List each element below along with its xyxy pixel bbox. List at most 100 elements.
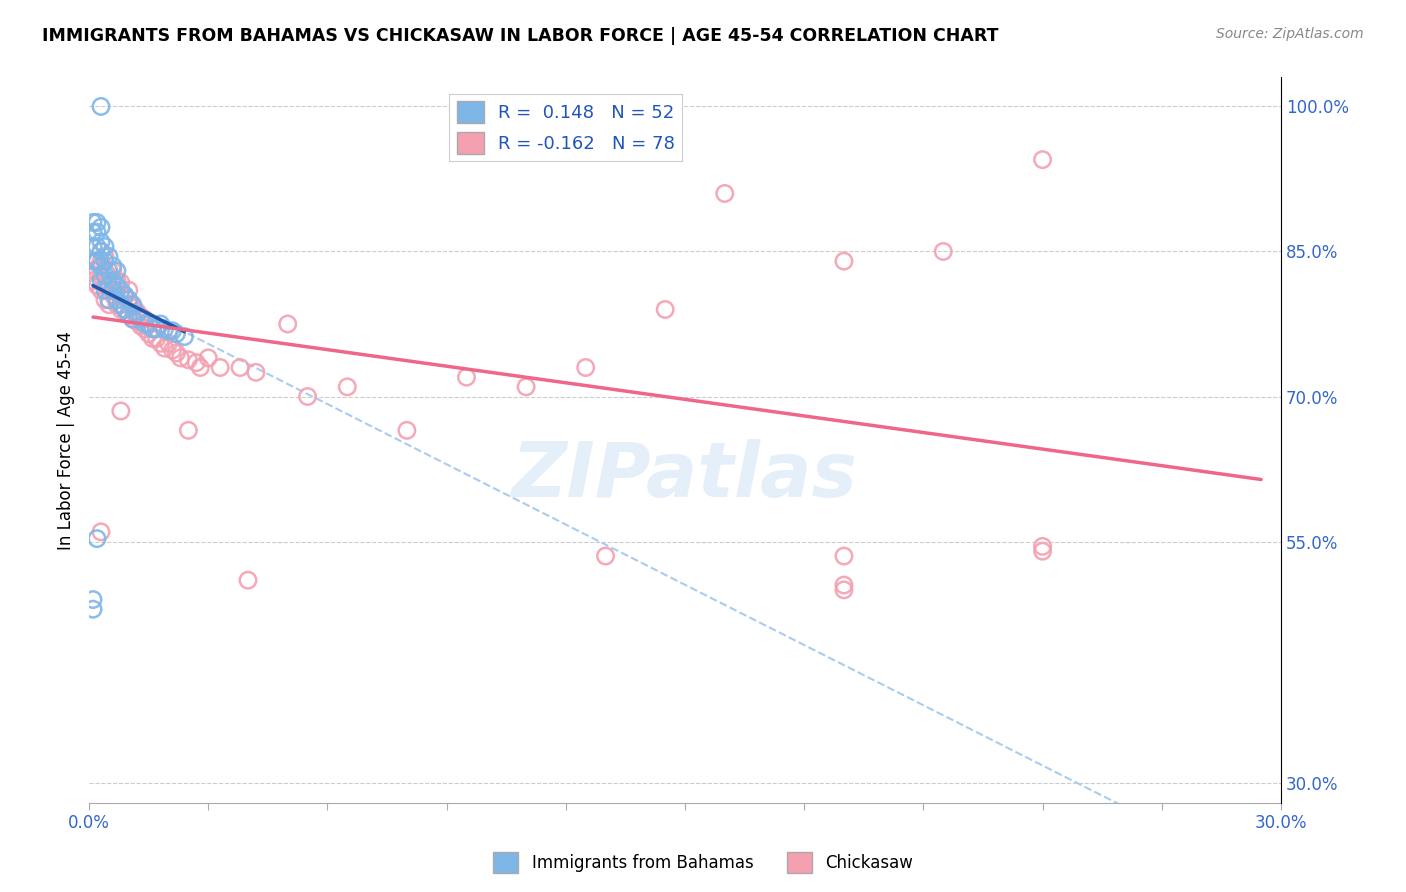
Point bbox=[153, 322, 176, 336]
Point bbox=[82, 592, 104, 607]
Point bbox=[162, 324, 184, 338]
Point bbox=[90, 99, 112, 113]
Point bbox=[105, 298, 128, 312]
Point bbox=[145, 322, 167, 336]
Point bbox=[125, 314, 148, 328]
Point bbox=[932, 244, 955, 259]
Point bbox=[1032, 544, 1054, 558]
Point bbox=[86, 264, 108, 278]
Point bbox=[595, 549, 617, 563]
Point bbox=[82, 225, 104, 239]
Point bbox=[297, 390, 319, 404]
Point bbox=[166, 326, 188, 341]
Point bbox=[90, 220, 112, 235]
Point bbox=[101, 273, 124, 287]
Point bbox=[142, 331, 165, 345]
Point bbox=[197, 351, 219, 365]
Point bbox=[456, 370, 478, 384]
Point bbox=[94, 264, 117, 278]
Point bbox=[125, 304, 148, 318]
Point bbox=[153, 341, 176, 355]
Point bbox=[118, 283, 141, 297]
Point bbox=[129, 312, 152, 326]
Point bbox=[97, 293, 120, 307]
Point bbox=[134, 312, 156, 326]
Text: ZIPatlas: ZIPatlas bbox=[512, 439, 858, 513]
Point bbox=[94, 249, 117, 263]
Point bbox=[101, 259, 124, 273]
Point bbox=[832, 582, 855, 597]
Point bbox=[86, 278, 108, 293]
Point bbox=[101, 264, 124, 278]
Text: IMMIGRANTS FROM BAHAMAS VS CHICKASAW IN LABOR FORCE | AGE 45-54 CORRELATION CHAR: IMMIGRANTS FROM BAHAMAS VS CHICKASAW IN … bbox=[42, 27, 998, 45]
Point bbox=[97, 298, 120, 312]
Point bbox=[277, 317, 299, 331]
Point bbox=[186, 356, 208, 370]
Legend: R =  0.148   N = 52, R = -0.162   N = 78: R = 0.148 N = 52, R = -0.162 N = 78 bbox=[450, 94, 682, 161]
Point bbox=[82, 602, 104, 616]
Point bbox=[169, 351, 191, 365]
Point bbox=[105, 273, 128, 287]
Point bbox=[129, 318, 152, 333]
Point bbox=[713, 186, 735, 201]
Point bbox=[97, 278, 120, 293]
Point bbox=[229, 360, 252, 375]
Point bbox=[110, 288, 132, 302]
Point bbox=[101, 283, 124, 297]
Point bbox=[157, 324, 180, 338]
Point bbox=[101, 288, 124, 302]
Point bbox=[110, 276, 132, 290]
Point bbox=[94, 240, 117, 254]
Point bbox=[82, 264, 104, 278]
Point bbox=[105, 283, 128, 297]
Point bbox=[94, 254, 117, 268]
Point bbox=[114, 302, 136, 317]
Point bbox=[149, 336, 172, 351]
Point bbox=[177, 352, 200, 367]
Point bbox=[90, 283, 112, 297]
Point bbox=[134, 322, 156, 336]
Point bbox=[209, 360, 232, 375]
Point bbox=[97, 268, 120, 283]
Point bbox=[138, 326, 160, 341]
Point bbox=[236, 573, 259, 587]
Point bbox=[121, 301, 143, 315]
Point bbox=[94, 293, 117, 307]
Point bbox=[395, 423, 418, 437]
Point bbox=[82, 240, 104, 254]
Point bbox=[118, 307, 141, 321]
Point bbox=[86, 254, 108, 268]
Point bbox=[90, 268, 112, 283]
Point bbox=[157, 336, 180, 351]
Point bbox=[515, 380, 537, 394]
Point bbox=[86, 225, 108, 239]
Point bbox=[94, 283, 117, 297]
Point bbox=[166, 346, 188, 360]
Point bbox=[118, 298, 141, 312]
Point bbox=[654, 302, 676, 317]
Point bbox=[125, 307, 148, 321]
Y-axis label: In Labor Force | Age 45-54: In Labor Force | Age 45-54 bbox=[58, 331, 75, 549]
Point bbox=[188, 360, 211, 375]
Point bbox=[82, 254, 104, 268]
Legend: Immigrants from Bahamas, Chickasaw: Immigrants from Bahamas, Chickasaw bbox=[486, 846, 920, 880]
Point bbox=[94, 268, 117, 283]
Point bbox=[1032, 153, 1054, 167]
Point bbox=[90, 235, 112, 249]
Point bbox=[90, 259, 112, 273]
Point bbox=[90, 524, 112, 539]
Point bbox=[90, 254, 112, 268]
Point bbox=[86, 254, 108, 268]
Point bbox=[110, 283, 132, 297]
Point bbox=[832, 549, 855, 563]
Point bbox=[134, 317, 156, 331]
Point bbox=[162, 343, 184, 357]
Point bbox=[336, 380, 359, 394]
Point bbox=[138, 317, 160, 331]
Point bbox=[105, 278, 128, 293]
Point bbox=[86, 215, 108, 229]
Point bbox=[82, 273, 104, 287]
Point bbox=[114, 302, 136, 317]
Point bbox=[110, 298, 132, 312]
Point bbox=[105, 293, 128, 307]
